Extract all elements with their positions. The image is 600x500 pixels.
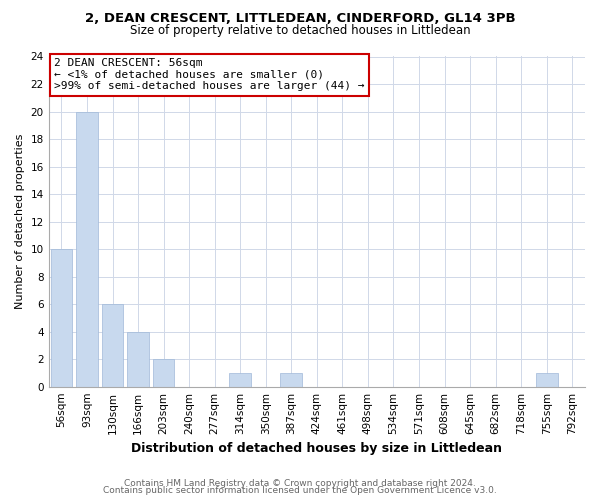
Bar	[50, 249, 72, 386]
Bar	[76, 112, 98, 386]
Text: 2, DEAN CRESCENT, LITTLEDEAN, CINDERFORD, GL14 3PB: 2, DEAN CRESCENT, LITTLEDEAN, CINDERFORD…	[85, 12, 515, 26]
Text: Contains public sector information licensed under the Open Government Licence v3: Contains public sector information licen…	[103, 486, 497, 495]
Bar	[229, 373, 251, 386]
Text: Contains HM Land Registry data © Crown copyright and database right 2024.: Contains HM Land Registry data © Crown c…	[124, 478, 476, 488]
Text: Size of property relative to detached houses in Littledean: Size of property relative to detached ho…	[130, 24, 470, 37]
Bar	[153, 359, 175, 386]
Bar	[536, 373, 557, 386]
Bar	[127, 332, 149, 386]
Y-axis label: Number of detached properties: Number of detached properties	[15, 134, 25, 310]
Text: 2 DEAN CRESCENT: 56sqm
← <1% of detached houses are smaller (0)
>99% of semi-det: 2 DEAN CRESCENT: 56sqm ← <1% of detached…	[54, 58, 365, 92]
Bar	[280, 373, 302, 386]
Bar	[101, 304, 124, 386]
X-axis label: Distribution of detached houses by size in Littledean: Distribution of detached houses by size …	[131, 442, 502, 455]
